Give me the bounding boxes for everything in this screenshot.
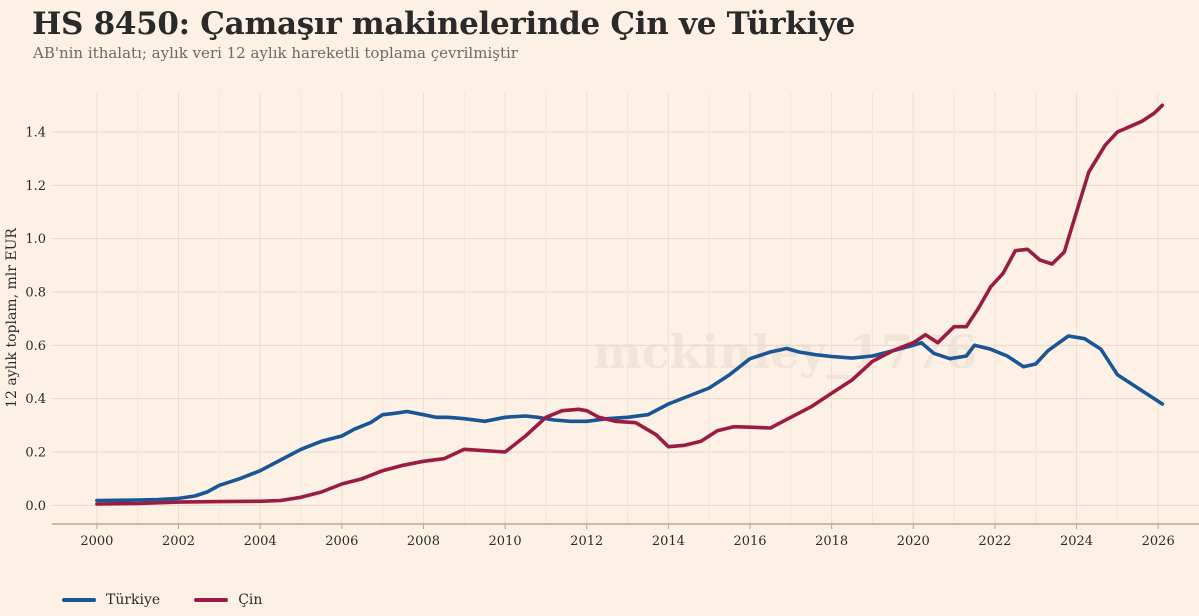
x-tick-label: 2016 [733, 534, 766, 549]
legend-item-cin: Çin [194, 592, 262, 608]
x-tick-label: 2012 [570, 534, 603, 549]
x-tick-label: 2020 [897, 534, 930, 549]
legend: Türkiye Çin [62, 592, 262, 608]
x-tick-label: 2004 [244, 534, 277, 549]
legend-label-cin: Çin [238, 592, 263, 608]
legend-swatch-cin [194, 598, 229, 602]
y-tick-label: 1.0 [25, 232, 46, 247]
x-tick-label: 2006 [325, 534, 358, 549]
x-tick-label: 2022 [978, 534, 1011, 549]
grid-layer [52, 92, 1199, 524]
tick-layer: 0.0 0.2 0.4 0.6 0.8 1.0 1.2 1.4 2000 2002 2004 2006… [25, 126, 1174, 550]
legend-swatch-turkiye [62, 598, 96, 602]
series-line-cin [95, 103, 1165, 506]
y-tick-label: 0.2 [25, 446, 46, 461]
x-tick-label: 2018 [815, 534, 848, 549]
y-tick-label: 1.2 [25, 179, 46, 194]
x-tick-label: 2002 [162, 534, 195, 549]
x-tick-label: 2024 [1060, 534, 1093, 549]
x-tick-label: 2008 [407, 534, 440, 549]
chart-title: HS 8450: Çamaşır makinelerinde Çin ve Tü… [32, 6, 856, 42]
series-layer [95, 103, 1165, 506]
y-tick-label: 0.0 [25, 499, 46, 514]
y-tick-label: 0.8 [25, 286, 46, 301]
x-tick-label: 2026 [1142, 534, 1175, 549]
x-tick-label: 2014 [652, 534, 685, 549]
chart-subtitle: AB'nin ithalatı; aylık veri 12 aylık har… [33, 44, 518, 62]
line-chart: mckinley_1776 0.0 0.2 0.4 0.6 0.8 1.0 1.2 1.4 20… [4, 92, 1199, 550]
x-tick-label: 2000 [80, 534, 113, 549]
x-tick-label: 2010 [489, 534, 522, 549]
y-axis-label: 12 aylık toplam, mlr EUR [4, 228, 20, 408]
legend-item-turkiye: Türkiye [62, 592, 160, 608]
y-tick-label: 0.4 [25, 392, 46, 407]
y-tick-label: 1.4 [25, 126, 46, 141]
legend-label-turkiye: Türkiye [106, 592, 161, 608]
watermark-text: mckinley_1776 [593, 325, 977, 379]
series-line-turkiye [95, 334, 1165, 503]
y-tick-label: 0.6 [25, 339, 46, 354]
